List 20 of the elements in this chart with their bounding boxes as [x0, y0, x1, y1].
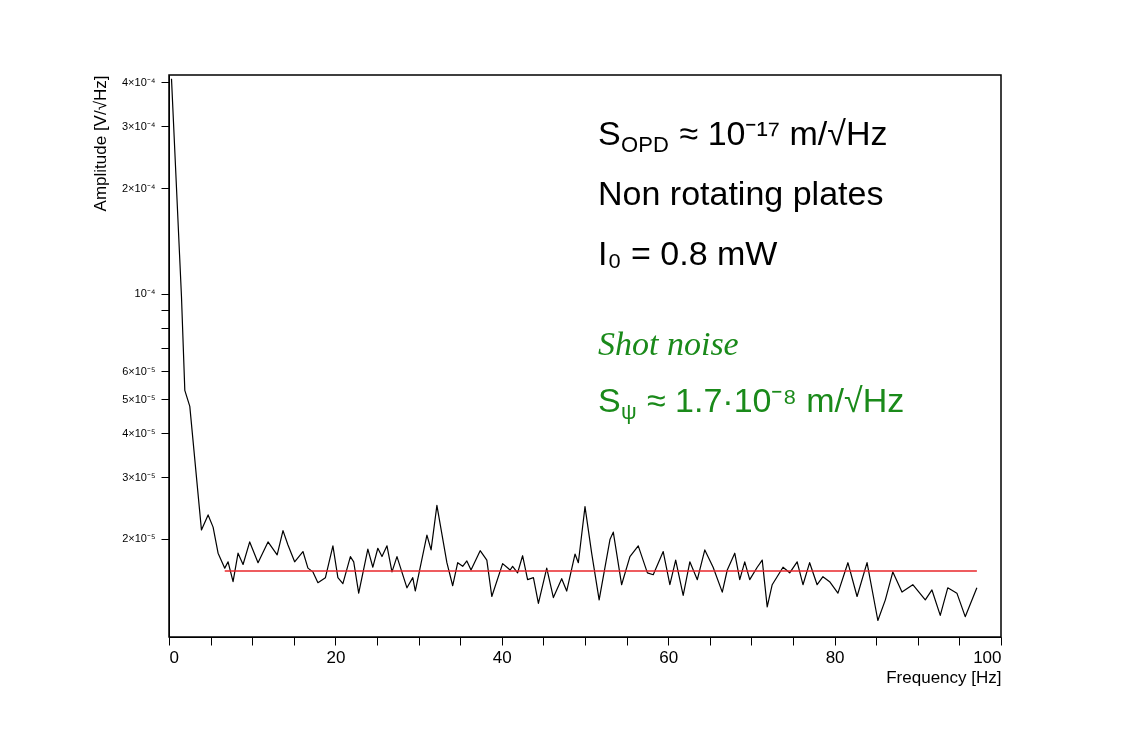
y-axis-title: Amplitude [V/√Hz] — [91, 75, 110, 212]
x-tick-label: 40 — [492, 647, 512, 667]
y-tick-label: 10⁻⁴ — [134, 287, 156, 300]
annotation: Shot noise — [598, 325, 739, 362]
x-tick-label: 20 — [326, 647, 346, 667]
y-tick-label: 6×10⁻⁵ — [122, 364, 156, 377]
y-tick-label: 2×10⁻⁵ — [122, 532, 156, 545]
y-tick-label: 2×10⁻⁴ — [121, 181, 156, 194]
y-tick-label: 4×10⁻⁴ — [121, 75, 156, 88]
y-tick-label: 4×10⁻⁵ — [122, 426, 156, 439]
x-tick-label: 0 — [169, 647, 179, 667]
annotation: Non rotating plates — [598, 174, 884, 212]
y-tick-label: 3×10⁻⁵ — [122, 470, 156, 483]
x-tick-label: 100 — [973, 647, 1002, 667]
x-axis-title: Frequency [Hz] — [886, 667, 1002, 687]
annotation: I₀ = 0.8 mW — [598, 234, 778, 272]
y-tick-label: 5×10⁻⁵ — [122, 392, 156, 405]
x-tick-label: 80 — [825, 647, 845, 667]
y-tick-label: 3×10⁻⁴ — [121, 119, 156, 132]
x-tick-label: 60 — [659, 647, 679, 667]
